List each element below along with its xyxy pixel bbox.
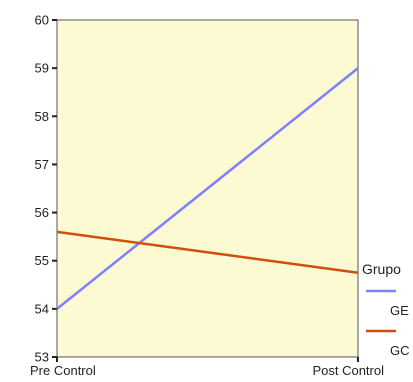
- legend: Grupo GE GC: [362, 261, 410, 358]
- series-line-ge: [56, 67, 359, 310]
- x-axis: Pre Control Post Control: [30, 357, 384, 378]
- y-tick-label: 56: [35, 205, 49, 220]
- y-tick-label: 59: [35, 61, 49, 76]
- y-tick-label: 53: [35, 350, 49, 365]
- legend-label-ge: GE: [390, 303, 409, 318]
- legend-label-gc: GC: [390, 343, 410, 358]
- y-axis: 53 54 55 56 57 58 59 60: [35, 13, 57, 365]
- y-tick-label: 55: [35, 253, 49, 268]
- y-tick-label: 54: [35, 301, 49, 316]
- x-tick-label: Pre Control: [30, 363, 96, 378]
- x-tick-label: Post Control: [312, 363, 384, 378]
- legend-title: Grupo: [362, 261, 401, 277]
- y-tick-label: 58: [35, 109, 49, 124]
- y-tick-label: 60: [35, 13, 49, 28]
- y-tick-label: 57: [35, 157, 49, 172]
- series-layer: [56, 67, 359, 310]
- series-line-gc: [56, 230, 359, 274]
